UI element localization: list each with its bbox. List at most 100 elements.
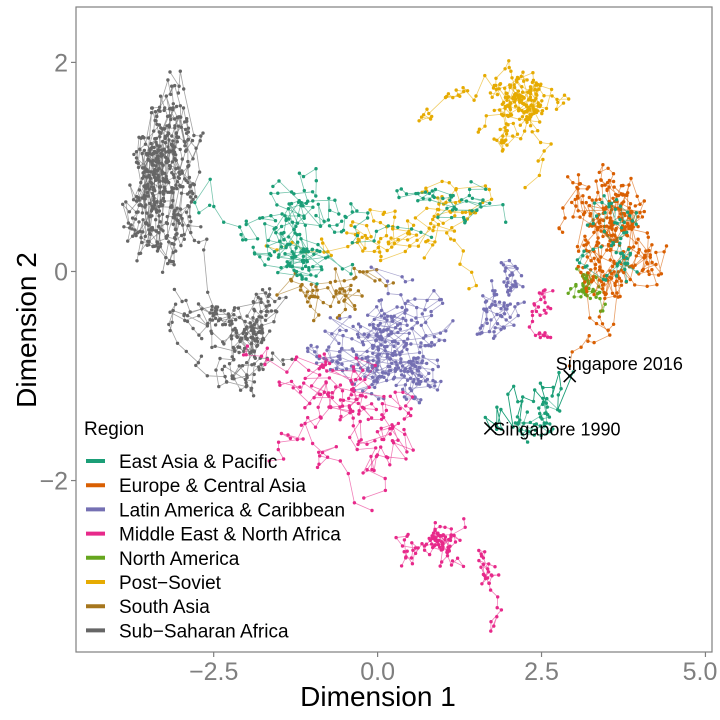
data-point [526, 116, 531, 120]
data-point [150, 163, 155, 167]
data-point [545, 405, 549, 409]
data-point [134, 156, 139, 160]
data-point [530, 319, 535, 324]
data-point [388, 394, 392, 398]
data-point [595, 228, 600, 232]
data-point [162, 108, 166, 113]
data-point [449, 237, 453, 241]
data-point [321, 365, 325, 369]
data-point [206, 290, 210, 294]
data-point [424, 542, 429, 546]
data-point [256, 295, 260, 299]
data-point [419, 374, 424, 379]
data-point [330, 368, 335, 373]
data-point [152, 145, 156, 150]
data-point [514, 282, 518, 286]
data-point [287, 217, 291, 221]
data-point [622, 231, 626, 235]
data-point [487, 581, 491, 585]
data-point [252, 251, 257, 255]
data-point [407, 359, 411, 364]
data-point [603, 210, 607, 215]
data-point [297, 213, 301, 217]
data-point [392, 241, 397, 246]
data-point [556, 408, 560, 412]
data-point [340, 267, 345, 271]
data-point [157, 130, 161, 134]
data-point [487, 187, 491, 192]
data-point [543, 411, 547, 415]
data-point [576, 264, 580, 269]
data-point [578, 215, 582, 219]
data-point [516, 421, 521, 425]
data-point [606, 242, 611, 247]
data-point [295, 437, 299, 442]
data-point [285, 370, 289, 374]
data-point [266, 238, 271, 243]
data-point [383, 476, 387, 481]
data-point [272, 250, 277, 254]
data-point [443, 538, 447, 542]
data-point [515, 75, 520, 80]
data-point [646, 235, 650, 239]
data-point [298, 232, 302, 237]
data-point [366, 211, 370, 215]
data-point [267, 303, 272, 307]
data-point [301, 174, 306, 179]
data-point [317, 367, 321, 371]
data-point [597, 315, 601, 319]
data-point [419, 379, 423, 384]
data-point [523, 185, 527, 190]
legend-label: Post−Soviet [119, 573, 222, 594]
data-point [306, 415, 310, 420]
data-point [577, 289, 581, 294]
data-point [504, 283, 509, 288]
data-point [406, 299, 410, 303]
data-point [547, 415, 552, 419]
data-point [431, 378, 435, 383]
data-point [608, 247, 613, 252]
data-point [340, 346, 344, 351]
data-point [398, 327, 402, 331]
data-point [239, 232, 243, 237]
data-point [417, 382, 422, 386]
data-point [439, 297, 443, 302]
data-point [210, 345, 214, 350]
data-point [483, 184, 488, 188]
data-point [229, 334, 234, 338]
data-point [413, 551, 418, 556]
data-point [614, 250, 618, 255]
data-point [594, 198, 598, 202]
data-point [399, 293, 403, 297]
data-point [263, 222, 267, 226]
data-point [330, 391, 334, 395]
data-point [348, 315, 352, 319]
data-point [263, 362, 267, 367]
data-point [197, 211, 201, 215]
data-point [602, 229, 606, 234]
data-point [594, 295, 598, 299]
data-point [622, 254, 626, 258]
data-point [436, 215, 440, 219]
data-point [131, 198, 136, 202]
data-point [385, 355, 389, 359]
data-point [199, 225, 203, 229]
data-point [273, 219, 278, 223]
data-point [402, 395, 407, 399]
data-point [157, 123, 162, 127]
data-point [253, 356, 257, 360]
data-point [400, 364, 405, 368]
data-point [538, 140, 543, 145]
data-point [491, 289, 495, 293]
data-point [248, 321, 252, 325]
data-point [157, 179, 161, 183]
data-point [619, 226, 624, 230]
data-point [403, 280, 408, 284]
data-point [329, 405, 333, 410]
data-point [340, 362, 344, 366]
data-point [197, 170, 202, 174]
data-point [318, 415, 322, 419]
data-point [193, 200, 197, 205]
data-point [403, 383, 408, 387]
data-point [308, 304, 313, 308]
